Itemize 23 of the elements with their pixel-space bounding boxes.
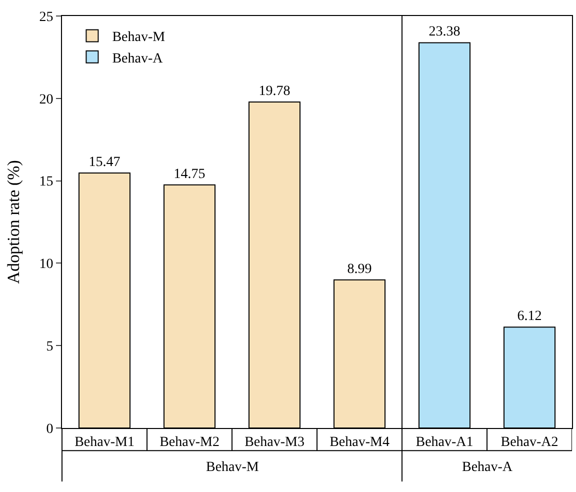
data-label: 6.12: [517, 309, 542, 324]
y-axis-title: Adoption rate (%): [4, 160, 23, 284]
text: Behav-M: [206, 460, 260, 475]
legend-label: Behav-M: [112, 30, 166, 46]
x-tick-label: Behav-M4: [330, 434, 390, 450]
y-tick-label: 10: [39, 257, 54, 272]
data-label: 23.38: [428, 24, 460, 40]
data-label: 19.78: [258, 84, 290, 100]
x-tick-label: Behav-M2: [160, 434, 220, 450]
y-tick-label: 25: [39, 10, 54, 25]
y-tick-label: 20: [39, 92, 54, 108]
y-tick-label: 0: [46, 422, 54, 437]
x-tick-label: Behav-A2: [500, 434, 558, 450]
data-label: 8.99: [347, 262, 372, 277]
data-label: 14.75: [174, 166, 206, 182]
legend-label: Behav-A: [112, 51, 164, 66]
text: Behav-A: [462, 460, 514, 475]
x-tick-label: Behav-M3: [244, 434, 304, 450]
x-tick-label: Behav-A1: [416, 434, 474, 450]
x-tick-label: Behav-M1: [74, 434, 134, 450]
y-tick-label: 5: [46, 340, 54, 354]
y-tick-label: 15: [39, 174, 54, 190]
data-label: 15.47: [88, 155, 120, 170]
